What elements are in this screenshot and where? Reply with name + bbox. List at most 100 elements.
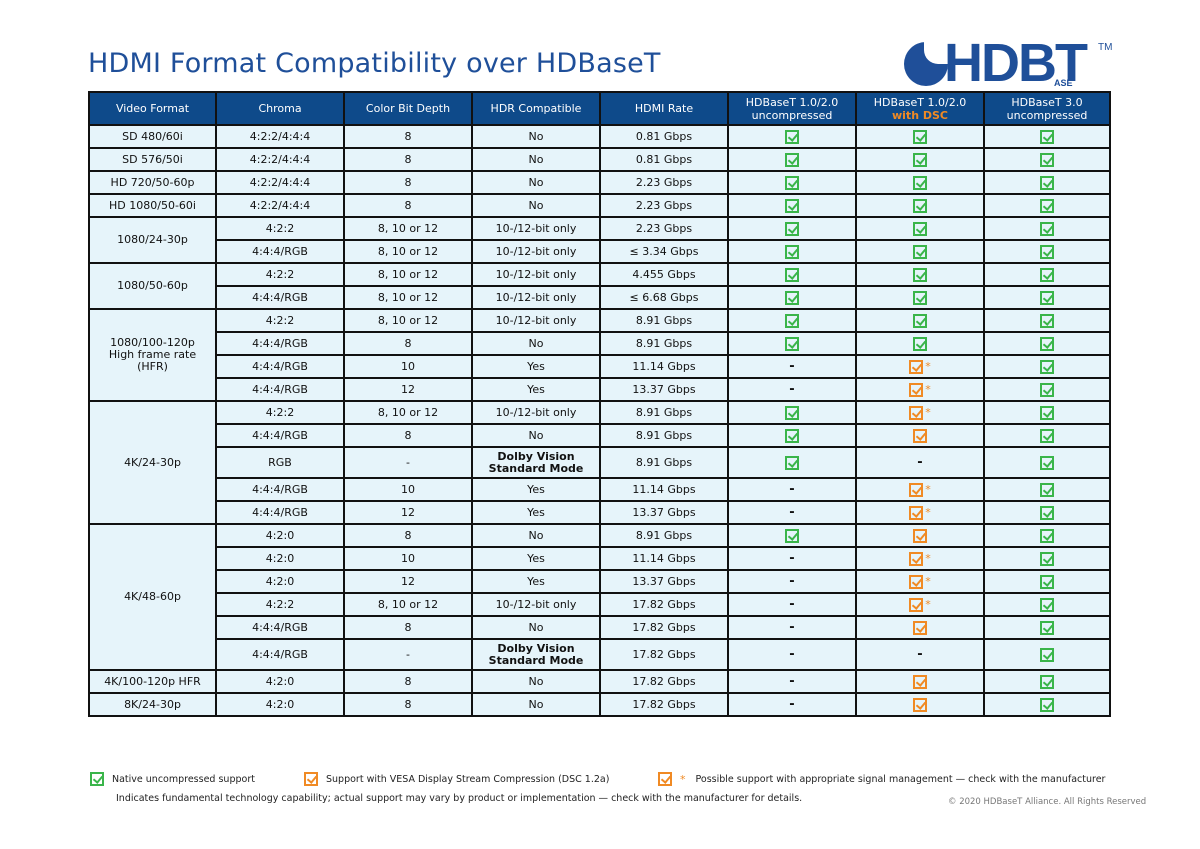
dsc-check-icon [913, 674, 927, 689]
table-row: 4:2:0 12 Yes 13.37 Gbps - * [89, 569, 1111, 594]
hdr-cell: No [471, 615, 601, 640]
native-check-icon [1040, 382, 1054, 397]
support-cell [983, 500, 1111, 525]
support-cell [855, 692, 985, 717]
native-check-icon [913, 290, 927, 305]
dsc-check-icon [913, 528, 927, 543]
table-row: 4K/24-30p 4:2:2 8, 10 or 12 10-/12-bit only… [88, 400, 1111, 525]
possible-check-icon [658, 772, 672, 786]
support-cell [983, 669, 1111, 694]
support-cell [855, 523, 985, 548]
support-cell [983, 354, 1111, 379]
support-cell: - [727, 669, 857, 694]
support-cell [983, 423, 1111, 448]
column-header: HDBaseT 1.0/2.0 with DSC [855, 91, 985, 126]
hdr-cell: No [471, 193, 601, 218]
chroma-cell: 4:4:4/RGB [215, 500, 345, 525]
support-cell [727, 170, 857, 195]
hdr-cell: No [471, 331, 601, 356]
chroma-cell: RGB [215, 446, 345, 479]
support-cell [983, 216, 1111, 241]
chroma-cell: 4:2:2/4:4:4 [215, 193, 345, 218]
chroma-cell: 4:2:2/4:4:4 [215, 170, 345, 195]
support-cell [983, 147, 1111, 172]
table-row: 4:4:4/RGB 8, 10 or 12 10-/12-bit only ≤ 3.3… [89, 239, 1111, 264]
unsupported-dash: - [789, 596, 795, 612]
native-check-icon [785, 152, 799, 167]
bit-depth-cell: 8 [343, 170, 473, 195]
native-check-icon [1040, 152, 1054, 167]
star-icon: * [925, 551, 931, 565]
column-header-label: Video Format [115, 102, 190, 115]
native-check-icon [1040, 336, 1054, 351]
star-icon: * [925, 482, 931, 496]
table-header-row: Video Format Chroma Color Bit Depth HDR Com… [88, 91, 1111, 126]
native-check-icon [913, 267, 927, 282]
video-format-cell: 1080/100-120p High frame rate (HFR) [88, 308, 217, 402]
column-header: HDMI Rate [599, 91, 729, 126]
support-cell: * [855, 569, 985, 594]
support-cell [855, 262, 985, 287]
support-cell: - [855, 446, 985, 479]
table-row: 4:4:4/RGB 12 Yes 13.37 Gbps - * [89, 500, 1111, 525]
hdmi-rate-cell: 0.81 Gbps [599, 147, 729, 172]
native-check-icon [785, 528, 799, 543]
possible-check-icon [909, 597, 924, 612]
table-row: 1080/50-60p 4:2:2 8, 10 or 12 10-/12-bit on… [88, 262, 1111, 310]
native-check-icon [1040, 597, 1054, 612]
native-check-icon [90, 772, 104, 786]
column-header-label: HDBaseT 1.0/2.0 [873, 95, 967, 109]
hdr-cell: 10-/12-bit only [471, 308, 601, 333]
table-row: 4:4:4/RGB 12 Yes 13.37 Gbps - * [89, 377, 1111, 402]
hdr-cell: Dolby Vision Standard Mode [471, 446, 601, 479]
table-row: 4:4:4/RGB 8, 10 or 12 10-/12-bit only ≤ 6.6… [89, 285, 1111, 310]
native-check-icon [785, 198, 799, 213]
hdr-cell: 10-/12-bit only [471, 262, 601, 287]
table-row: 4:4:4/RGB 10 Yes 11.14 Gbps - * [89, 354, 1111, 379]
support-cell: * [855, 400, 985, 425]
support-cell [983, 377, 1111, 402]
hdmi-rate-cell: 13.37 Gbps [599, 569, 729, 594]
native-check-icon [785, 267, 799, 282]
bit-depth-cell: 8, 10 or 12 [343, 285, 473, 310]
support-cell: * [855, 377, 985, 402]
table-row: SD 480/60i 4:2:2/4:4:4 8 No 0.81 Gbps [88, 124, 1111, 149]
table-row: 4:4:4/RGB 8 No 8.91 Gbps [89, 331, 1111, 356]
hdr-cell: 10-/12-bit only [471, 592, 601, 617]
hdmi-rate-cell: 8.91 Gbps [599, 331, 729, 356]
table-row: SD 576/50i 4:2:2/4:4:4 8 No 0.81 Gbps [88, 147, 1111, 172]
support-cell [855, 423, 985, 448]
possible-check-icon [909, 574, 924, 589]
hdmi-rate-cell: 13.37 Gbps [599, 500, 729, 525]
support-cell [983, 124, 1111, 149]
hdmi-rate-cell: 0.81 Gbps [599, 124, 729, 149]
native-check-icon [785, 244, 799, 259]
hdmi-rate-cell: 2.23 Gbps [599, 170, 729, 195]
native-check-icon [1040, 198, 1054, 213]
native-check-icon [1040, 129, 1054, 144]
hdmi-rate-cell: 17.82 Gbps [599, 669, 729, 694]
bit-depth-cell: - [343, 638, 473, 671]
native-check-icon [913, 336, 927, 351]
bit-depth-cell: 8 [343, 523, 473, 548]
table-row: RGB - Dolby Vision Standard Mode 8.91 Gbps - [89, 446, 1111, 479]
chroma-cell: 4:2:2/4:4:4 [215, 147, 345, 172]
star-icon: * [925, 505, 931, 519]
chroma-cell: 4:4:4/RGB [215, 239, 345, 264]
native-check-icon [913, 129, 927, 144]
column-header: HDBaseT 3.0 uncompressed [983, 91, 1111, 126]
table-row: HD 720/50-60p 4:2:2/4:4:4 8 No 2.23 Gbps [88, 170, 1111, 195]
support-cell [983, 692, 1111, 717]
table-row: 4:2:2 8, 10 or 12 10-/12-bit only 17.82 Gbp… [89, 592, 1111, 617]
table-row: 4K/100-120p HFR 4:2:0 8 No 17.82 Gbps - [88, 669, 1111, 694]
column-header-label: HDMI Rate [634, 102, 694, 115]
logo-text: HDBT [944, 33, 1088, 93]
column-header: HDBaseT 1.0/2.0 uncompressed [727, 91, 857, 126]
table-row: 4:4:4/RGB 10 Yes 11.14 Gbps - * [89, 477, 1111, 502]
logo-tm: TM [1098, 42, 1113, 53]
support-cell: - [727, 546, 857, 571]
column-header: HDR Compatible [471, 91, 601, 126]
hdr-cell: No [471, 147, 601, 172]
support-cell [983, 569, 1111, 594]
logo-sub: ASE [1054, 78, 1073, 88]
